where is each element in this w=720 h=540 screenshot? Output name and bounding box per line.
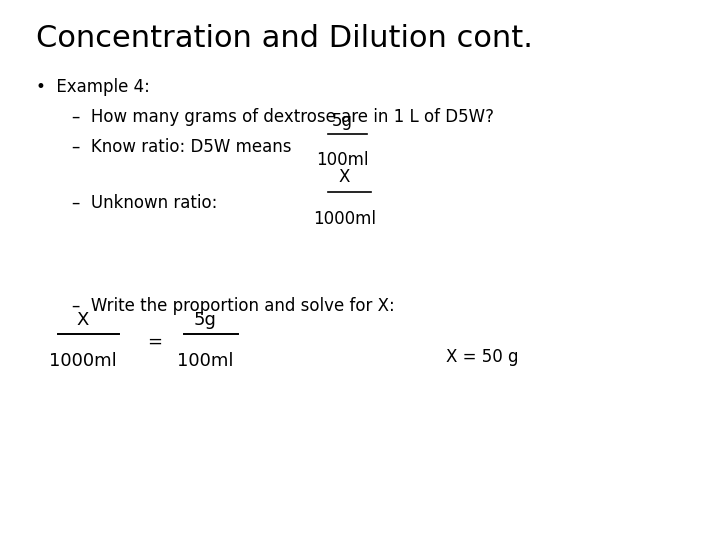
Text: 5g: 5g [331,112,353,130]
Text: –  Know ratio: D5W means: – Know ratio: D5W means [72,138,292,156]
Text: 1000ml: 1000ml [49,352,117,370]
Text: =: = [148,332,162,350]
Text: 100ml: 100ml [177,352,233,370]
Text: X: X [76,312,89,329]
Text: 100ml: 100ml [316,151,368,169]
Text: Concentration and Dilution cont.: Concentration and Dilution cont. [36,24,533,53]
Text: –  How many grams of dextrose are in 1 L of D5W?: – How many grams of dextrose are in 1 L … [72,108,494,126]
Text: 1000ml: 1000ml [312,210,376,227]
Text: •  Example 4:: • Example 4: [36,78,150,96]
Text: –  Write the proportion and solve for X:: – Write the proportion and solve for X: [72,297,395,315]
Text: –  Unknown ratio:: – Unknown ratio: [72,194,217,212]
Text: X: X [338,168,350,186]
Text: X = 50 g: X = 50 g [446,348,519,366]
Text: 5g: 5g [194,312,217,329]
